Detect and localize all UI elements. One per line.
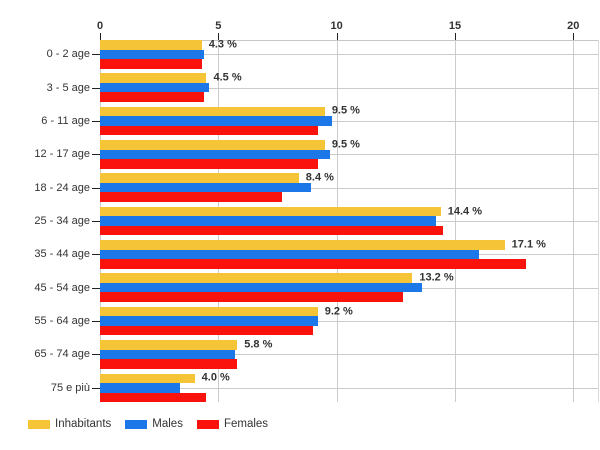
value-label: 8.4 % <box>305 171 334 184</box>
bar-inhabitants <box>100 340 238 350</box>
value-label: 13.2 % <box>419 271 454 284</box>
bar-inhabitants <box>100 273 413 283</box>
legend-swatch-icon <box>196 419 219 429</box>
bar-males <box>100 216 437 226</box>
bar-inhabitants <box>100 373 195 383</box>
bar-females <box>100 125 318 136</box>
value-label: 4.5 % <box>213 71 242 84</box>
bar-males <box>100 316 318 326</box>
category-label: 18 - 24 age <box>34 181 90 194</box>
y-axis-tick-mark <box>92 287 100 289</box>
bar-females <box>100 259 526 269</box>
bar-males <box>100 282 422 293</box>
bar-inhabitants <box>100 73 207 83</box>
bar-females <box>100 359 238 369</box>
gridline-horizontal <box>100 187 598 189</box>
value-label: 5.8 % <box>244 338 273 351</box>
bar-inhabitants <box>100 173 299 183</box>
value-label: 9.5 % <box>331 104 360 117</box>
bar-males <box>100 349 235 360</box>
category-label: 6 - 11 age <box>41 114 90 127</box>
y-axis-tick-mark <box>92 154 100 156</box>
gridline-horizontal <box>100 321 598 323</box>
bar-females <box>100 59 202 69</box>
category-label: 35 - 44 age <box>34 248 90 261</box>
gridline-horizontal <box>100 120 598 122</box>
bar-inhabitants <box>100 40 202 50</box>
x-axis-tick-mark <box>336 33 338 40</box>
value-label: 9.5 % <box>331 138 360 151</box>
gridline-horizontal <box>100 354 598 356</box>
plot-right-border <box>598 40 599 402</box>
bar-inhabitants <box>100 140 325 150</box>
bar-males <box>100 249 479 260</box>
x-axis-tick-label: 0 <box>96 20 104 32</box>
bar-inhabitants <box>100 306 318 317</box>
bar-females <box>100 192 283 202</box>
y-axis-tick-mark <box>92 54 100 56</box>
legend-swatch-icon <box>28 419 50 429</box>
bar-females <box>100 292 403 302</box>
category-label: 65 - 74 age <box>34 348 90 361</box>
y-axis-tick-mark <box>92 87 100 89</box>
category-label: 25 - 34 age <box>34 215 90 227</box>
x-axis-tick-label: 10 <box>330 20 343 32</box>
bar-inhabitants <box>100 106 325 117</box>
x-axis-tick-label: 5 <box>215 20 222 32</box>
y-axis-tick-mark <box>92 221 100 222</box>
bar-males <box>100 116 332 126</box>
value-label: 17.1 % <box>511 238 546 251</box>
category-label: 12 - 17 age <box>34 148 90 161</box>
bar-females <box>100 325 313 336</box>
bar-males <box>100 82 209 93</box>
legend-swatch-icon <box>125 419 148 429</box>
legend: Inhabitants Males Females <box>28 418 268 430</box>
gridline-horizontal <box>100 87 598 89</box>
axis-line-top <box>100 40 598 41</box>
category-label: 0 - 2 age <box>46 48 90 61</box>
x-axis-tick-mark <box>573 33 575 40</box>
legend-item-males: Males <box>125 418 183 430</box>
value-label: 4.3 % <box>208 38 237 51</box>
bar-females <box>100 225 444 236</box>
x-axis-tick-mark <box>454 33 456 40</box>
legend-item-females: Females <box>196 418 269 430</box>
bar-females <box>100 92 205 102</box>
bar-females <box>100 159 318 169</box>
y-axis-tick-mark <box>92 354 100 356</box>
bar-females <box>100 392 207 402</box>
x-axis-tick-mark <box>218 33 220 40</box>
category-label: 55 - 64 age <box>34 315 90 328</box>
bar-males <box>100 49 205 59</box>
bar-inhabitants <box>100 206 441 217</box>
value-label: 14.4 % <box>447 205 483 217</box>
bar-males <box>100 383 181 393</box>
x-axis-tick-mark <box>100 33 101 40</box>
bar-males <box>100 149 330 160</box>
legend-item-inhabitants: Inhabitants <box>28 418 111 430</box>
y-axis-tick-mark <box>92 321 100 323</box>
gridline-horizontal <box>100 54 598 56</box>
category-label: 75 e più <box>50 381 90 394</box>
y-axis-tick-mark <box>92 120 100 122</box>
legend-label: Inhabitants <box>55 418 112 430</box>
value-label: 9.2 % <box>324 305 353 318</box>
bar-inhabitants <box>100 240 505 250</box>
x-axis-tick-label: 15 <box>448 20 462 32</box>
y-axis-tick-mark <box>92 387 100 389</box>
y-axis-tick-mark <box>92 254 100 256</box>
value-label: 4.0 % <box>201 371 230 384</box>
legend-label: Males <box>152 418 183 430</box>
gridline-horizontal <box>100 387 598 389</box>
category-label: 3 - 5 age <box>46 81 90 94</box>
x-axis-tick-label: 20 <box>567 20 580 32</box>
y-axis-tick-mark <box>92 187 100 189</box>
gridline-horizontal <box>100 154 598 156</box>
category-label: 45 - 54 age <box>34 281 90 294</box>
legend-label: Females <box>223 418 269 430</box>
bar-males <box>100 182 311 193</box>
